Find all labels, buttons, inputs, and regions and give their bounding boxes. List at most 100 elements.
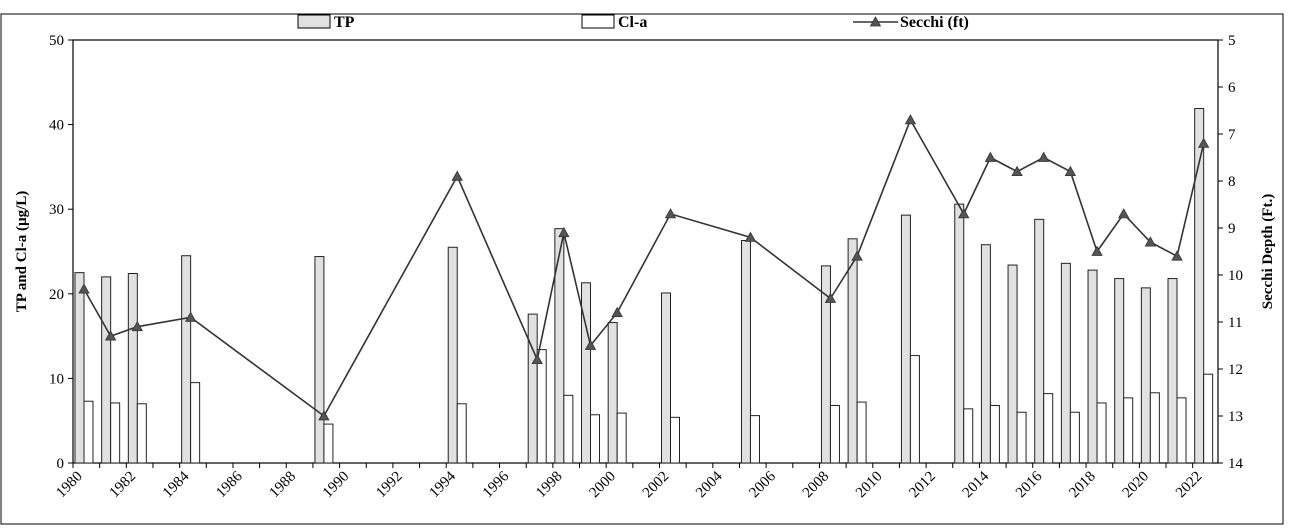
bar-tp-2020 [1140,287,1151,464]
secchi-point-2009 [851,250,863,261]
bar-tp-2022 [1194,108,1205,464]
legend-swatch-tp [297,14,331,29]
bar-cla-2014 [989,404,1000,464]
secchi-point-2002 [664,208,677,219]
bar-tp-1994 [447,246,458,464]
bar-tp-1981 [101,276,112,464]
secchi-point-2021 [1171,250,1183,261]
legend-marker-secchi [869,16,882,27]
secchi-point-1997 [531,353,543,365]
bar-tp-2013 [954,203,965,464]
bar-tp-2008 [820,265,831,464]
bar-cla-2019 [1123,397,1134,464]
y2-tick-label-10: 10 [1228,268,1243,284]
legend-label-cla: Cl-a [618,14,647,31]
secchi-point-1982 [131,320,143,332]
secchi-point-1984 [184,311,197,322]
y2-tick-label-7: 7 [1228,127,1236,143]
bar-tp-1997 [527,313,538,464]
bar-tp-2005 [740,240,751,464]
bar-tp-1998 [554,228,565,464]
y2-tick-label-5: 5 [1228,33,1236,49]
y-tick-label-50: 50 [49,33,64,49]
secchi-point-2022 [1197,137,1210,148]
bar-tp-1982 [127,272,138,464]
secchi-point-2008 [824,292,837,303]
bar-cla-1998 [563,394,574,464]
y2-axis-label: Secchi Depth (Ft.) [1260,194,1276,309]
bar-cla-2002 [669,416,680,464]
bar-cla-1984 [190,382,201,464]
bar-tp-1984 [181,255,192,464]
bar-tp-2021 [1167,278,1178,464]
bar-cla-1981 [110,402,121,464]
y2-tick-label-9: 9 [1228,221,1236,237]
bar-cla-2021 [1176,397,1187,464]
bar-tp-2016 [1034,218,1045,464]
bar-tp-1989 [314,256,325,464]
y-axis-label: TP and Cl-a (µg/L) [14,191,30,313]
secchi-point-2016 [1038,151,1050,162]
secchi-point-2011 [904,114,917,125]
legend-label-secchi: Secchi (ft) [900,14,969,31]
y-tick-label-20: 20 [49,287,64,303]
bar-tp-1980 [74,272,85,464]
bar-cla-2011 [909,355,920,464]
secchi-point-1999 [584,339,597,350]
bar-cla-2017 [1069,411,1080,464]
bar-tp-2009 [847,238,858,464]
bar-cla-2005 [749,415,760,464]
secchi-point-2013 [958,208,970,219]
secchi-point-2017 [1064,165,1077,177]
y2-tick-label-6: 6 [1228,80,1236,96]
secchi-point-1998 [558,226,570,238]
secchi-point-1994 [451,170,463,181]
secchi-point-1980 [78,283,90,294]
secchi-point-2014 [984,151,997,162]
bar-tp-2000 [607,322,618,464]
secchi-point-1989 [318,410,330,421]
plot-frame [72,39,1219,464]
legend-swatch-cla [581,14,615,29]
bar-tp-2011 [900,214,911,464]
y-tick-label-10: 10 [49,371,64,387]
y2-tick-label-14: 14 [1228,456,1244,472]
plot-area [72,39,1219,464]
bar-cla-1989 [323,423,334,464]
secchi-line-layer [78,114,1210,421]
bar-cla-2008 [829,404,840,464]
bar-cla-2016 [1043,393,1054,464]
y2-tick-label-11: 11 [1228,315,1242,331]
y2-tick-label-12: 12 [1228,362,1243,378]
bar-cla-1994 [456,403,467,464]
legend: TP Cl-a Secchi (ft) [297,14,969,31]
bar-cla-1982 [136,403,147,464]
bars-layer [74,108,1214,464]
bar-cla-2018 [1096,402,1107,464]
y-tick-label-30: 30 [49,202,64,218]
bar-tp-2002 [660,292,671,464]
bar-cla-2020 [1149,392,1160,464]
bar-cla-2015 [1016,411,1027,464]
bar-cla-1980 [83,400,94,464]
bar-tp-2017 [1060,262,1071,464]
secchi-point-2019 [1118,208,1130,219]
secchi-point-2000 [611,306,623,318]
bar-tp-1999 [581,282,592,464]
bar-cla-2009 [856,401,867,464]
secchi-point-2005 [744,231,757,242]
legend-label-tp: TP [334,14,355,31]
bar-tp-2019 [1114,278,1125,464]
secchi-point-2018 [1091,245,1103,256]
bar-cla-2022 [1203,373,1214,464]
bar-tp-2018 [1087,269,1098,464]
bar-cla-1997 [536,349,547,464]
bar-cla-2013 [963,408,974,464]
y2-tick-label-8: 8 [1228,174,1236,190]
secchi-point-1981 [104,330,117,341]
bar-tp-2014 [980,244,991,464]
bar-cla-1999 [590,414,601,464]
bar-cla-2000 [616,412,627,464]
